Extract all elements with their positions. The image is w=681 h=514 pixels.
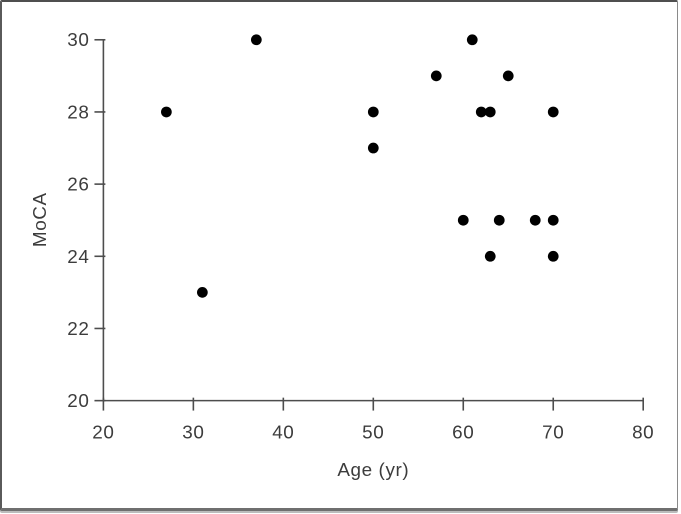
data-point: [250, 34, 262, 46]
data-point: [475, 106, 487, 118]
x-tick-label: 20: [92, 422, 114, 443]
x-axis-title: Age (yr): [337, 460, 409, 481]
data-point: [430, 70, 442, 82]
y-tick-label: 22: [67, 319, 89, 340]
data-point: [196, 287, 208, 298]
y-tick-label: 28: [67, 102, 89, 123]
x-tick-label: 70: [542, 422, 564, 443]
scatter-plot: 20 30 40 50 60 70 80 20 22 24 26 28 30 Age (yr) MoCA: [30, 30, 654, 481]
data-point: [502, 70, 514, 82]
x-tick-label: 50: [362, 422, 384, 443]
data-point: [547, 250, 559, 262]
data-point: [493, 214, 505, 226]
data-point: [529, 214, 541, 226]
y-tick-label: 26: [67, 175, 89, 196]
x-tick-label: 30: [182, 422, 204, 443]
data-point: [161, 106, 172, 118]
y-axis-title: MoCA: [30, 192, 51, 247]
y-tick-label: 30: [67, 30, 89, 51]
data-point: [466, 34, 478, 46]
x-tick-label: 80: [632, 422, 654, 443]
data-point: [547, 214, 559, 226]
data-point: [484, 250, 496, 262]
data-point: [484, 106, 496, 118]
plot-dynamic-layer: 20 30 40 50 60 70 80 20 22 24 26 28 30: [67, 30, 654, 443]
data-point: [367, 142, 379, 154]
y-tick-label: 24: [67, 247, 89, 268]
x-tick-label: 40: [272, 422, 294, 443]
data-point: [457, 214, 469, 226]
data-point: [367, 106, 379, 118]
data-point: [547, 106, 559, 118]
x-tick-label: 60: [452, 422, 474, 443]
y-tick-label: 20: [67, 391, 89, 412]
